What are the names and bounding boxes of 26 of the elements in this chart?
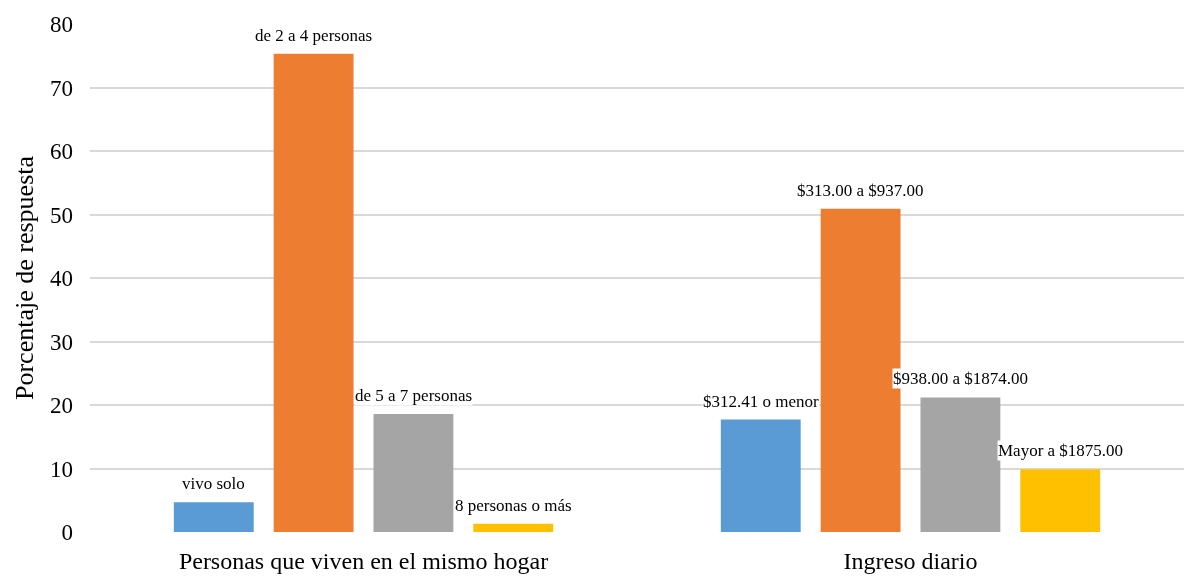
annotation: 8 personas o más xyxy=(455,496,572,515)
annotation: $312.41 o menor xyxy=(703,392,820,411)
y-tick-label: 40 xyxy=(50,266,73,292)
y-tick-label: 60 xyxy=(50,139,73,165)
annotation: vivo solo xyxy=(182,474,245,493)
annotation: $313.00 a $937.00 xyxy=(797,181,924,200)
annotation: $938.00 a $1874.00 xyxy=(893,369,1029,388)
y-tick-label: 10 xyxy=(50,456,73,482)
y-tick-label: 50 xyxy=(50,202,73,228)
annotation: Mayor a $1875.00 xyxy=(998,441,1124,460)
y-tick-label: 80 xyxy=(50,12,73,38)
bar xyxy=(473,523,554,532)
bar xyxy=(720,419,801,532)
y-axis-title: Porcentaje de respuesta xyxy=(10,155,40,401)
bar xyxy=(1020,469,1101,532)
annotation: de 5 a 7 personas xyxy=(355,386,473,405)
bar xyxy=(173,502,254,532)
y-tick-label: 30 xyxy=(50,329,73,355)
bar xyxy=(373,413,454,532)
y-tick-label: 0 xyxy=(61,520,73,546)
y-tick-label: 20 xyxy=(50,393,73,419)
bar xyxy=(273,53,354,532)
y-tick-label: 70 xyxy=(50,75,73,101)
x-tick-label: Personas que viven en el mismo hogar xyxy=(178,548,549,574)
x-tick-label: Ingreso diario xyxy=(843,548,978,574)
annotation: de 2 a 4 personas xyxy=(255,26,373,45)
